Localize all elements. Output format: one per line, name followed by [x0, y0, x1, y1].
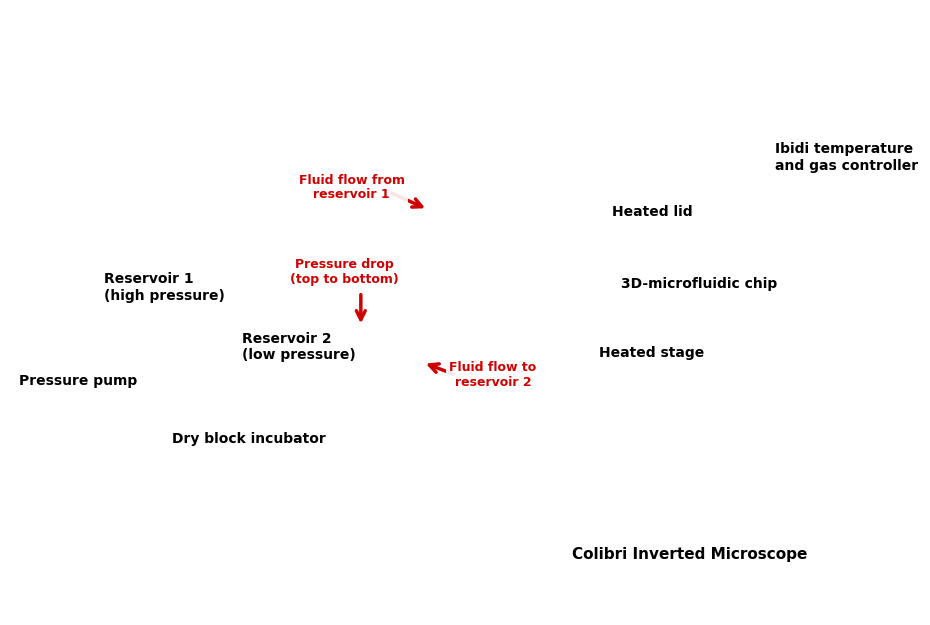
Text: Fluid flow to
reservoir 2: Fluid flow to reservoir 2 — [449, 361, 537, 389]
Text: Heated stage: Heated stage — [599, 346, 704, 360]
Text: Pressure drop
(top to bottom): Pressure drop (top to bottom) — [290, 258, 398, 286]
Text: Ibidi temperature
and gas controller: Ibidi temperature and gas controller — [775, 142, 918, 172]
Text: Colibri Inverted Microscope: Colibri Inverted Microscope — [572, 548, 807, 562]
Text: Heated lid: Heated lid — [612, 206, 693, 219]
Text: Fluid flow from
reservoir 1: Fluid flow from reservoir 1 — [299, 174, 405, 201]
Text: 3D-microfluidic chip: 3D-microfluidic chip — [621, 278, 777, 291]
Text: Reservoir 1
(high pressure): Reservoir 1 (high pressure) — [104, 272, 225, 302]
Text: Reservoir 2
(low pressure): Reservoir 2 (low pressure) — [242, 332, 355, 362]
Text: Dry block incubator: Dry block incubator — [172, 432, 326, 446]
Text: Pressure pump: Pressure pump — [19, 374, 137, 388]
